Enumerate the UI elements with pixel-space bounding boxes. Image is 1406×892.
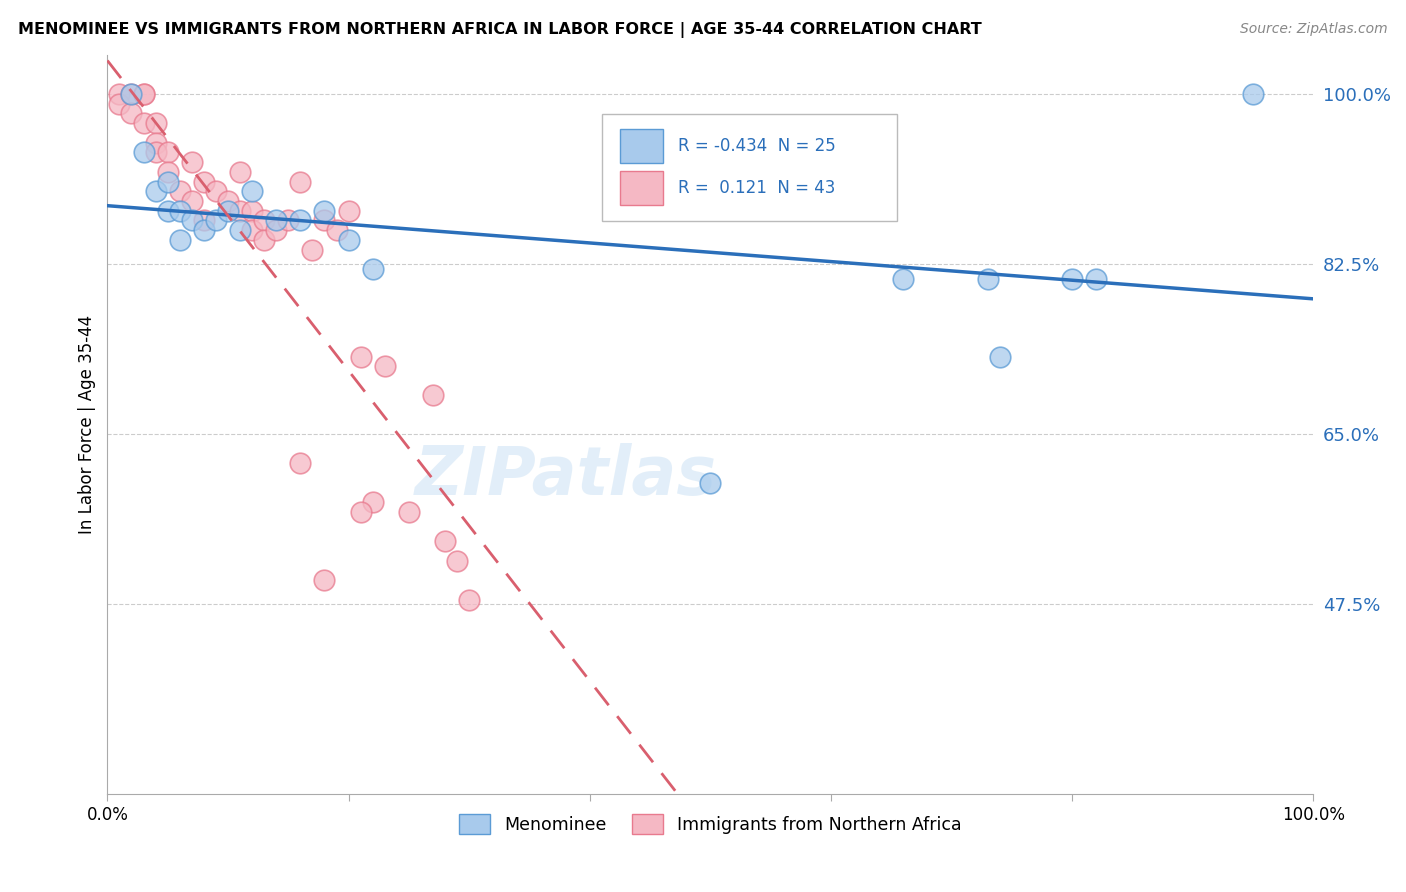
- Point: [229, 203, 252, 218]
- Point: [446, 554, 468, 568]
- Point: [240, 184, 263, 198]
- Point: [169, 203, 191, 218]
- Point: [422, 388, 444, 402]
- Point: [337, 203, 360, 218]
- FancyBboxPatch shape: [620, 171, 664, 205]
- Point: [1241, 87, 1264, 101]
- Point: [193, 213, 215, 227]
- Point: [180, 155, 202, 169]
- Point: [434, 534, 457, 549]
- Point: [349, 350, 371, 364]
- Point: [301, 243, 323, 257]
- Legend: Menominee, Immigrants from Northern Africa: Menominee, Immigrants from Northern Afri…: [451, 807, 969, 841]
- Point: [156, 175, 179, 189]
- Point: [145, 116, 167, 130]
- FancyBboxPatch shape: [602, 114, 897, 221]
- Point: [108, 87, 131, 101]
- Point: [145, 145, 167, 160]
- Point: [264, 213, 287, 227]
- Y-axis label: In Labor Force | Age 35-44: In Labor Force | Age 35-44: [79, 315, 96, 534]
- Point: [337, 233, 360, 247]
- Point: [169, 184, 191, 198]
- Point: [145, 136, 167, 150]
- Point: [240, 223, 263, 237]
- FancyBboxPatch shape: [620, 129, 664, 163]
- Point: [240, 203, 263, 218]
- Point: [325, 223, 347, 237]
- Point: [121, 87, 143, 101]
- Point: [349, 505, 371, 519]
- Point: [277, 213, 299, 227]
- Point: [217, 203, 239, 218]
- Point: [193, 175, 215, 189]
- Point: [1085, 272, 1108, 286]
- Point: [205, 184, 228, 198]
- Point: [314, 203, 336, 218]
- Point: [132, 116, 155, 130]
- Point: [180, 213, 202, 227]
- Point: [290, 213, 312, 227]
- Point: [193, 223, 215, 237]
- Point: [121, 106, 143, 120]
- Point: [156, 165, 179, 179]
- Text: Source: ZipAtlas.com: Source: ZipAtlas.com: [1240, 22, 1388, 37]
- Text: ZIPatlas: ZIPatlas: [415, 443, 717, 509]
- Point: [132, 145, 155, 160]
- Point: [374, 359, 396, 374]
- Point: [314, 573, 336, 587]
- Text: R =  0.121  N = 43: R = 0.121 N = 43: [678, 179, 835, 197]
- Text: R = -0.434  N = 25: R = -0.434 N = 25: [678, 137, 835, 155]
- Point: [891, 272, 914, 286]
- Point: [1062, 272, 1084, 286]
- Point: [132, 87, 155, 101]
- Point: [290, 175, 312, 189]
- Point: [217, 194, 239, 208]
- Point: [229, 223, 252, 237]
- Point: [156, 203, 179, 218]
- Point: [229, 165, 252, 179]
- Point: [253, 213, 276, 227]
- Point: [169, 233, 191, 247]
- Point: [145, 184, 167, 198]
- Point: [121, 87, 143, 101]
- Point: [361, 495, 384, 509]
- Point: [398, 505, 420, 519]
- Point: [361, 262, 384, 277]
- Point: [988, 350, 1011, 364]
- Point: [180, 194, 202, 208]
- Point: [132, 87, 155, 101]
- Text: MENOMINEE VS IMMIGRANTS FROM NORTHERN AFRICA IN LABOR FORCE | AGE 35-44 CORRELAT: MENOMINEE VS IMMIGRANTS FROM NORTHERN AF…: [18, 22, 981, 38]
- Point: [264, 223, 287, 237]
- Point: [290, 457, 312, 471]
- Point: [253, 233, 276, 247]
- Point: [699, 475, 721, 490]
- Point: [108, 96, 131, 111]
- Point: [156, 145, 179, 160]
- Point: [205, 213, 228, 227]
- Point: [458, 592, 481, 607]
- Point: [976, 272, 998, 286]
- Point: [314, 213, 336, 227]
